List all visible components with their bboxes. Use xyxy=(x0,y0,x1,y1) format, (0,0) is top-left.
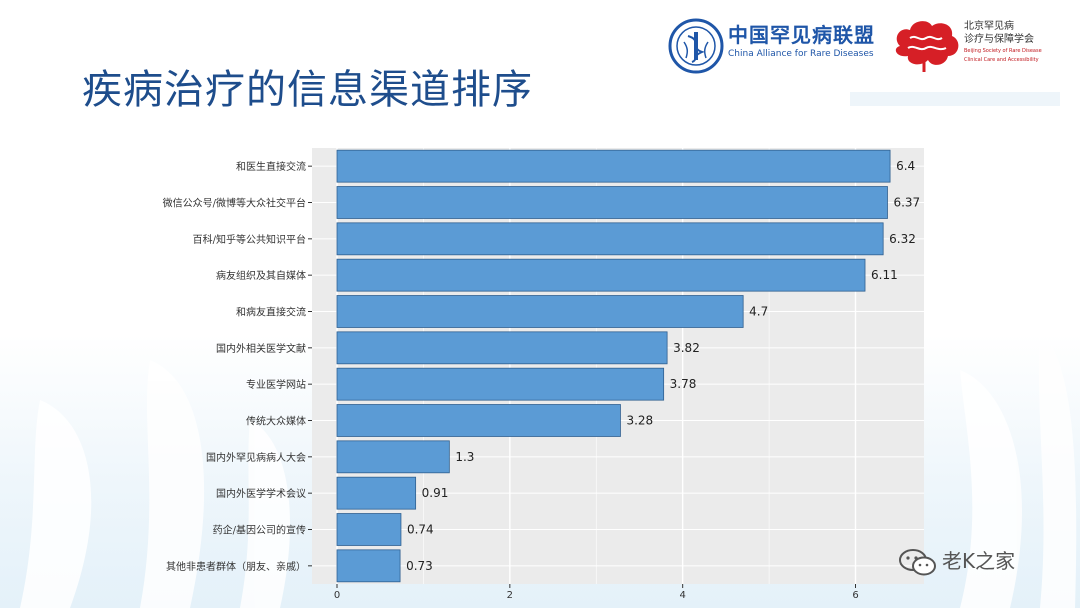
category-label: 微信公众号/微博等大众社交平台 xyxy=(163,197,306,210)
category-label: 专业医学网站 xyxy=(246,378,306,391)
alliance-name-cn: 中国罕见病联盟 xyxy=(728,23,875,47)
data-label: 0.73 xyxy=(406,559,433,573)
category-label: 病友组织及其自媒体 xyxy=(216,269,306,282)
bar xyxy=(336,367,665,401)
data-label: 0.91 xyxy=(422,486,449,500)
data-label: 6.11 xyxy=(871,268,898,282)
alliance-logo-text: 中国罕见病联盟 China Alliance for Rare Diseases xyxy=(728,22,875,60)
society-name-en-2: Clinical Care and Accessibility xyxy=(964,57,1039,63)
data-label: 3.78 xyxy=(670,377,697,391)
category-label: 传统大众媒体 xyxy=(246,415,306,428)
category-label: 和病友直接交流 xyxy=(236,306,306,319)
category-label: 药企/基因公司的宣传 xyxy=(213,524,306,537)
bar xyxy=(336,331,668,365)
x-tick-label: 2 xyxy=(507,590,513,601)
alliance-name-en: China Alliance for Rare Diseases xyxy=(728,49,874,59)
bar xyxy=(336,222,884,256)
category-label: 国内外相关医学文献 xyxy=(216,342,306,355)
bars xyxy=(336,149,891,583)
data-label: 0.74 xyxy=(407,523,434,537)
data-label: 3.28 xyxy=(626,414,653,428)
wechat-icon xyxy=(899,549,936,576)
watermark-text: 老K之家 xyxy=(942,549,1016,573)
bar xyxy=(336,476,417,510)
society-logo-text: 北京罕见病 诊疗与保障学会 Beijing Society of Rare Di… xyxy=(964,20,1042,64)
bar xyxy=(336,404,621,437)
x-tick-label: 6 xyxy=(852,590,858,601)
data-labels: 6.4 6.37 6.32 6.11 4.7 3.82 3.78 3.28 1.3 0.91 0.7… xyxy=(406,159,920,573)
category-labels: 和医生直接交流微信公众号/微博等大众社交平台百科/知乎等公共知识平台病友组织及其… xyxy=(163,160,312,573)
data-label: 6.32 xyxy=(889,232,916,246)
society-name-cn-1: 北京罕见病 xyxy=(964,21,1014,32)
bar xyxy=(336,258,866,292)
data-label: 1.3 xyxy=(455,450,474,464)
bar xyxy=(336,295,744,328)
category-label: 国内外罕见病病人大会 xyxy=(206,451,306,464)
society-logo-icon xyxy=(895,21,959,72)
x-axis-ticks: 0 2 4 6 xyxy=(334,584,859,601)
category-label: 百科/知乎等公共知识平台 xyxy=(193,233,306,246)
society-name-en-1: Beijing Society of Rare Disease xyxy=(964,48,1042,54)
plot-panel xyxy=(312,148,924,584)
data-label: 4.7 xyxy=(749,305,768,319)
category-label: 其他非患者群体（朋友、亲戚） xyxy=(166,560,306,573)
x-tick-label: 4 xyxy=(679,590,685,601)
category-label: 和医生直接交流 xyxy=(236,160,306,173)
bar xyxy=(336,186,888,219)
bar xyxy=(336,549,401,583)
data-label: 6.4 xyxy=(896,159,915,173)
data-label: 3.82 xyxy=(673,341,700,355)
bar xyxy=(336,149,891,183)
slide-title: 疾病治疗的信息渠道排序 xyxy=(82,67,533,113)
bar xyxy=(336,440,450,474)
bar xyxy=(336,513,402,546)
category-label: 国内外医学学术会议 xyxy=(216,487,306,500)
data-label: 6.37 xyxy=(893,196,920,210)
x-tick-label: 0 xyxy=(334,590,340,601)
alliance-logo-icon xyxy=(668,18,724,74)
society-name-cn-2: 诊疗与保障学会 xyxy=(964,34,1034,45)
